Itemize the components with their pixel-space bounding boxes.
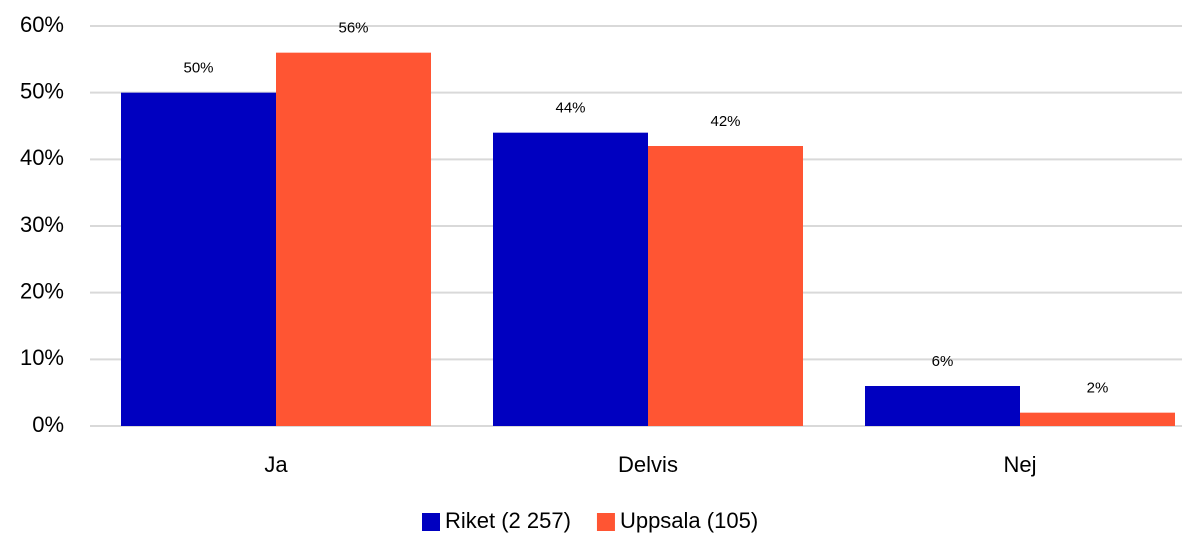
y-tick-label: 20% <box>20 278 64 303</box>
legend-swatch <box>422 513 440 531</box>
x-tick-label: Nej <box>1003 452 1036 477</box>
bar <box>1020 412 1175 426</box>
legend-label: Uppsala (105) <box>620 508 758 533</box>
value-label: 6% <box>932 353 954 370</box>
y-tick-label: 10% <box>20 345 64 370</box>
legend-label: Riket (2 257) <box>445 508 571 533</box>
value-label: 50% <box>183 60 213 77</box>
value-label: 2% <box>1087 380 1109 397</box>
value-label: 42% <box>710 113 740 130</box>
bar <box>493 132 648 426</box>
value-label: 44% <box>555 100 585 117</box>
y-tick-label: 50% <box>20 78 64 103</box>
legend-swatch <box>596 513 615 531</box>
bar <box>276 52 431 427</box>
bar <box>121 92 276 427</box>
bar <box>648 146 803 426</box>
value-label: 56% <box>338 20 368 37</box>
y-tick-label: 40% <box>20 145 64 170</box>
y-tick-label: 0% <box>32 412 64 437</box>
bar <box>865 386 1020 426</box>
x-tick-label: Delvis <box>618 452 678 477</box>
y-tick-label: 60% <box>20 12 64 37</box>
x-tick-label: Ja <box>264 452 288 477</box>
y-tick-label: 30% <box>20 212 64 237</box>
